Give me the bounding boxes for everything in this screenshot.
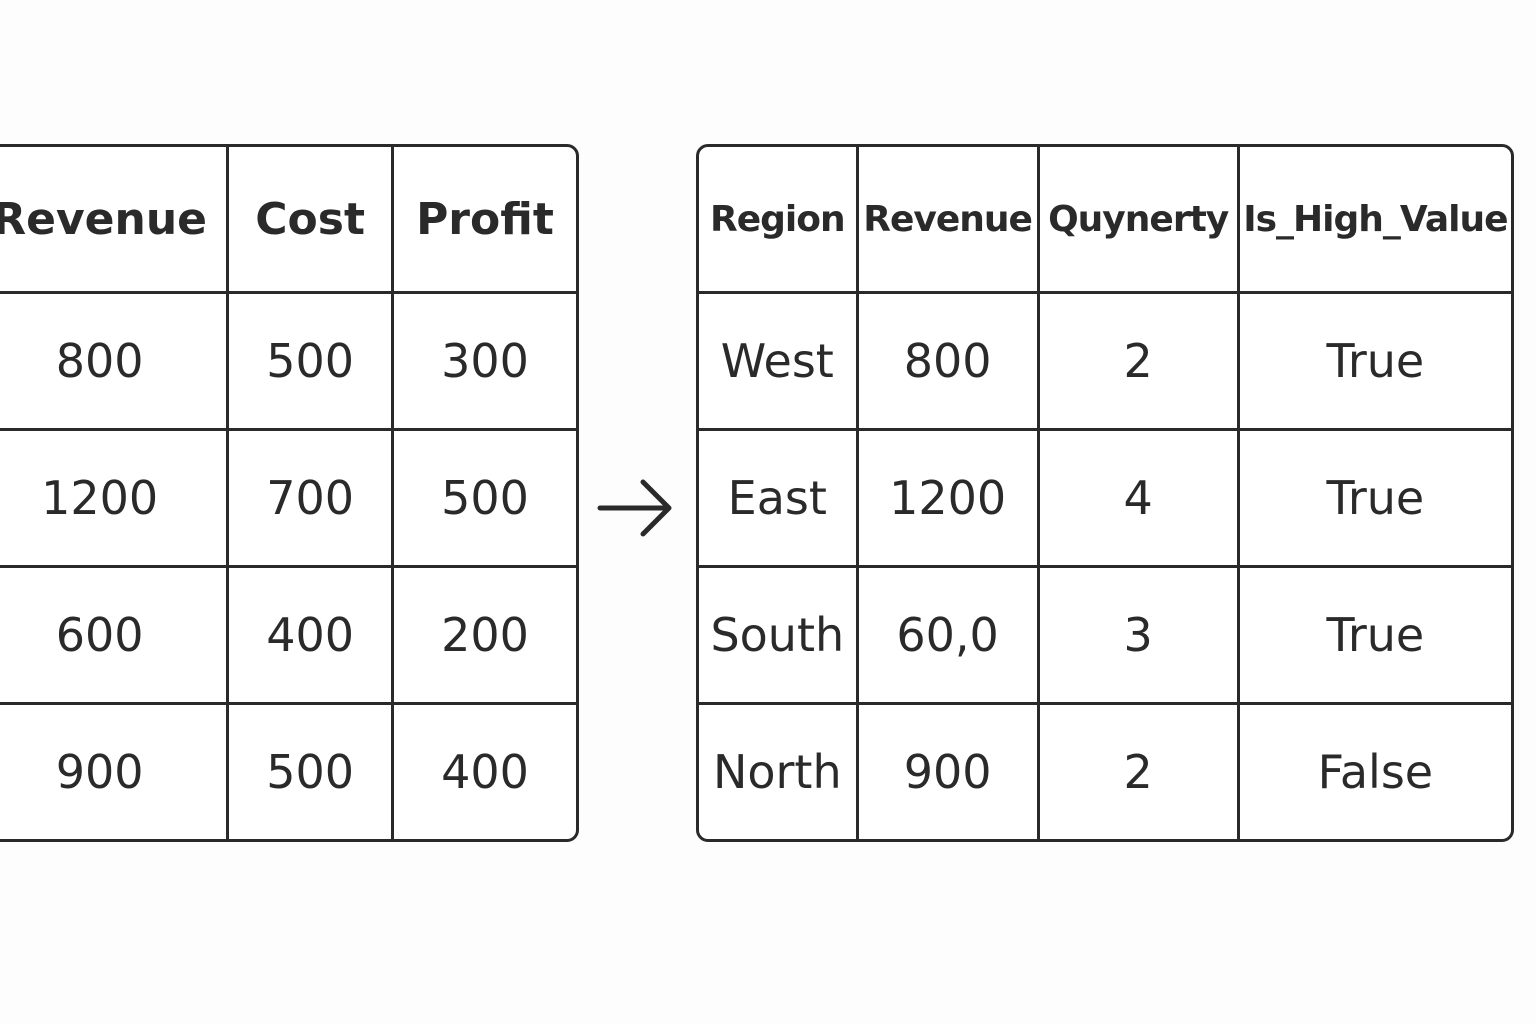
table-cell: False [1317, 745, 1434, 799]
table-cell: 800 [0, 294, 230, 431]
table-cell: East [699, 431, 859, 568]
table-cell: North [699, 705, 859, 839]
table-cell: True [1239, 294, 1511, 431]
header-cell: Is_High_Value [1239, 147, 1511, 294]
table-cell: 4 [1039, 431, 1240, 568]
table-cell: South [699, 568, 859, 705]
table-cell: 900 [0, 705, 230, 839]
table-cell: True [1239, 431, 1511, 568]
table-row: South 60,0 3 True [699, 568, 1511, 705]
header-cell: Quynerty [1039, 147, 1240, 294]
table-cell: 400 [441, 745, 529, 799]
arrow-right-icon [597, 479, 672, 537]
table-cell: 900 [859, 705, 1040, 839]
table-cell: 3 [1039, 568, 1240, 705]
table-cell: 600 [0, 568, 230, 705]
source-table: Revenue Cost Profit 800 500 300 1200 700… [0, 144, 579, 842]
table-cell: 1200 [858, 431, 1040, 568]
table-cell: 800 [858, 294, 1040, 431]
table-cell: 2 [1039, 294, 1240, 431]
table-row: 800 500 300 [0, 294, 576, 431]
table-row: 1200 700 500 [0, 431, 576, 568]
header-cell: Region [699, 147, 859, 294]
table-cell: 500 [229, 294, 394, 431]
table-cell: 200 [393, 568, 576, 705]
table-cell: 500 [229, 705, 394, 839]
header-cell: Cost [229, 147, 394, 294]
table-row: 600 400 200 [0, 568, 576, 705]
table-cell: True [1239, 568, 1511, 705]
header-cell: Revenue [0, 147, 230, 294]
header-row: Region Revenue Quynerty Is_High_Value [699, 147, 1511, 294]
table-row: East 1200 4 True [699, 431, 1511, 568]
table-cell: 300 [393, 294, 576, 431]
table-cell: 60,0 [858, 568, 1040, 705]
table-row: 900 500 400 [0, 705, 576, 839]
table-cell: 1200 [0, 431, 230, 568]
table-row: West 800 2 True [699, 294, 1511, 431]
header-cell: Revenue [858, 147, 1040, 294]
table-cell: 700 [229, 431, 394, 568]
result-table: Region Revenue Quynerty Is_High_Value We… [696, 144, 1514, 842]
table-cell: 400 [229, 568, 394, 705]
table-row: North 900 2 False [699, 705, 1511, 839]
table-cell: West [699, 294, 859, 431]
table-cell: 2 [1040, 705, 1240, 839]
header-cell: Profit [393, 147, 576, 294]
table-cell: 500 [393, 431, 576, 568]
header-row: Revenue Cost Profit [0, 147, 576, 294]
